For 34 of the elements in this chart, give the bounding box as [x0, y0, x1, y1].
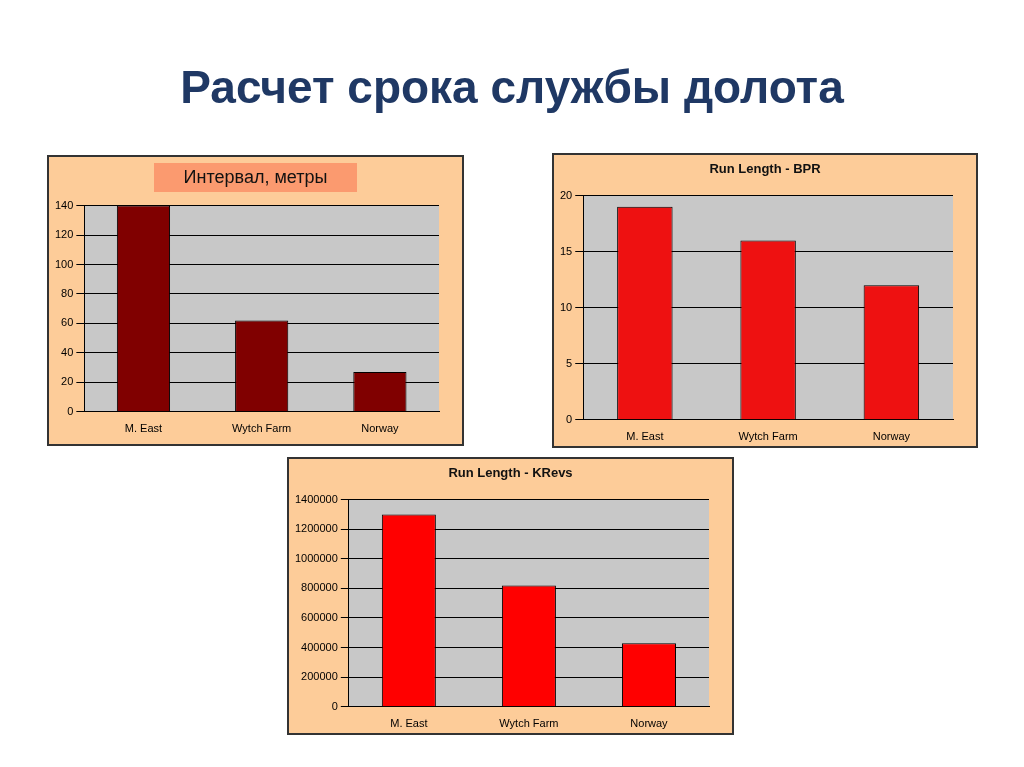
y-tick-label: 140 [54, 198, 74, 211]
y-tick-label: 100 [54, 257, 74, 270]
chart-title: Интервал, метры [153, 163, 358, 192]
y-tick-label: 1200000 [295, 522, 338, 535]
x-tick-label: M. East [390, 717, 428, 730]
y-tick-label: 20 [559, 188, 573, 201]
x-tick-label: Wytch Farm [738, 430, 798, 443]
text: Расчет срока службы долота [179, 60, 845, 114]
x-tick-label: Wytch Farm [232, 422, 292, 435]
x-tick-label: Norway [630, 717, 669, 730]
y-tick-label: 80 [61, 287, 74, 299]
x-tick-label: M. East [124, 422, 163, 435]
chart-title: Run Length - KRevs [447, 465, 574, 480]
y-tick-label: 120 [54, 228, 74, 241]
y-tick-label: 5 [566, 356, 573, 369]
x-tick-label: M. East [626, 430, 664, 443]
y-tick-label: 800000 [301, 581, 338, 594]
y-tick-label: 0 [67, 404, 74, 417]
y-tick-label: 0 [331, 699, 338, 712]
y-tick-label: 15 [559, 244, 573, 257]
y-tick-label: 40 [61, 345, 74, 358]
y-tick-label: 1400000 [295, 492, 338, 505]
x-tick-label: Norway [361, 422, 400, 435]
y-tick-label: 20 [61, 375, 74, 388]
y-tick-label: 200000 [301, 670, 338, 683]
x-tick-label: Wytch Farm [499, 717, 559, 730]
x-tick-label: Norway [872, 430, 911, 443]
y-tick-label: 400000 [301, 640, 338, 653]
y-tick-label: 0 [566, 412, 573, 425]
y-tick-label: 1000000 [295, 551, 338, 564]
y-tick-label: 10 [559, 300, 573, 313]
y-tick-label: 60 [61, 316, 74, 329]
chart-title: Run Length - BPR [708, 161, 822, 176]
y-tick-label: 600000 [301, 611, 338, 624]
